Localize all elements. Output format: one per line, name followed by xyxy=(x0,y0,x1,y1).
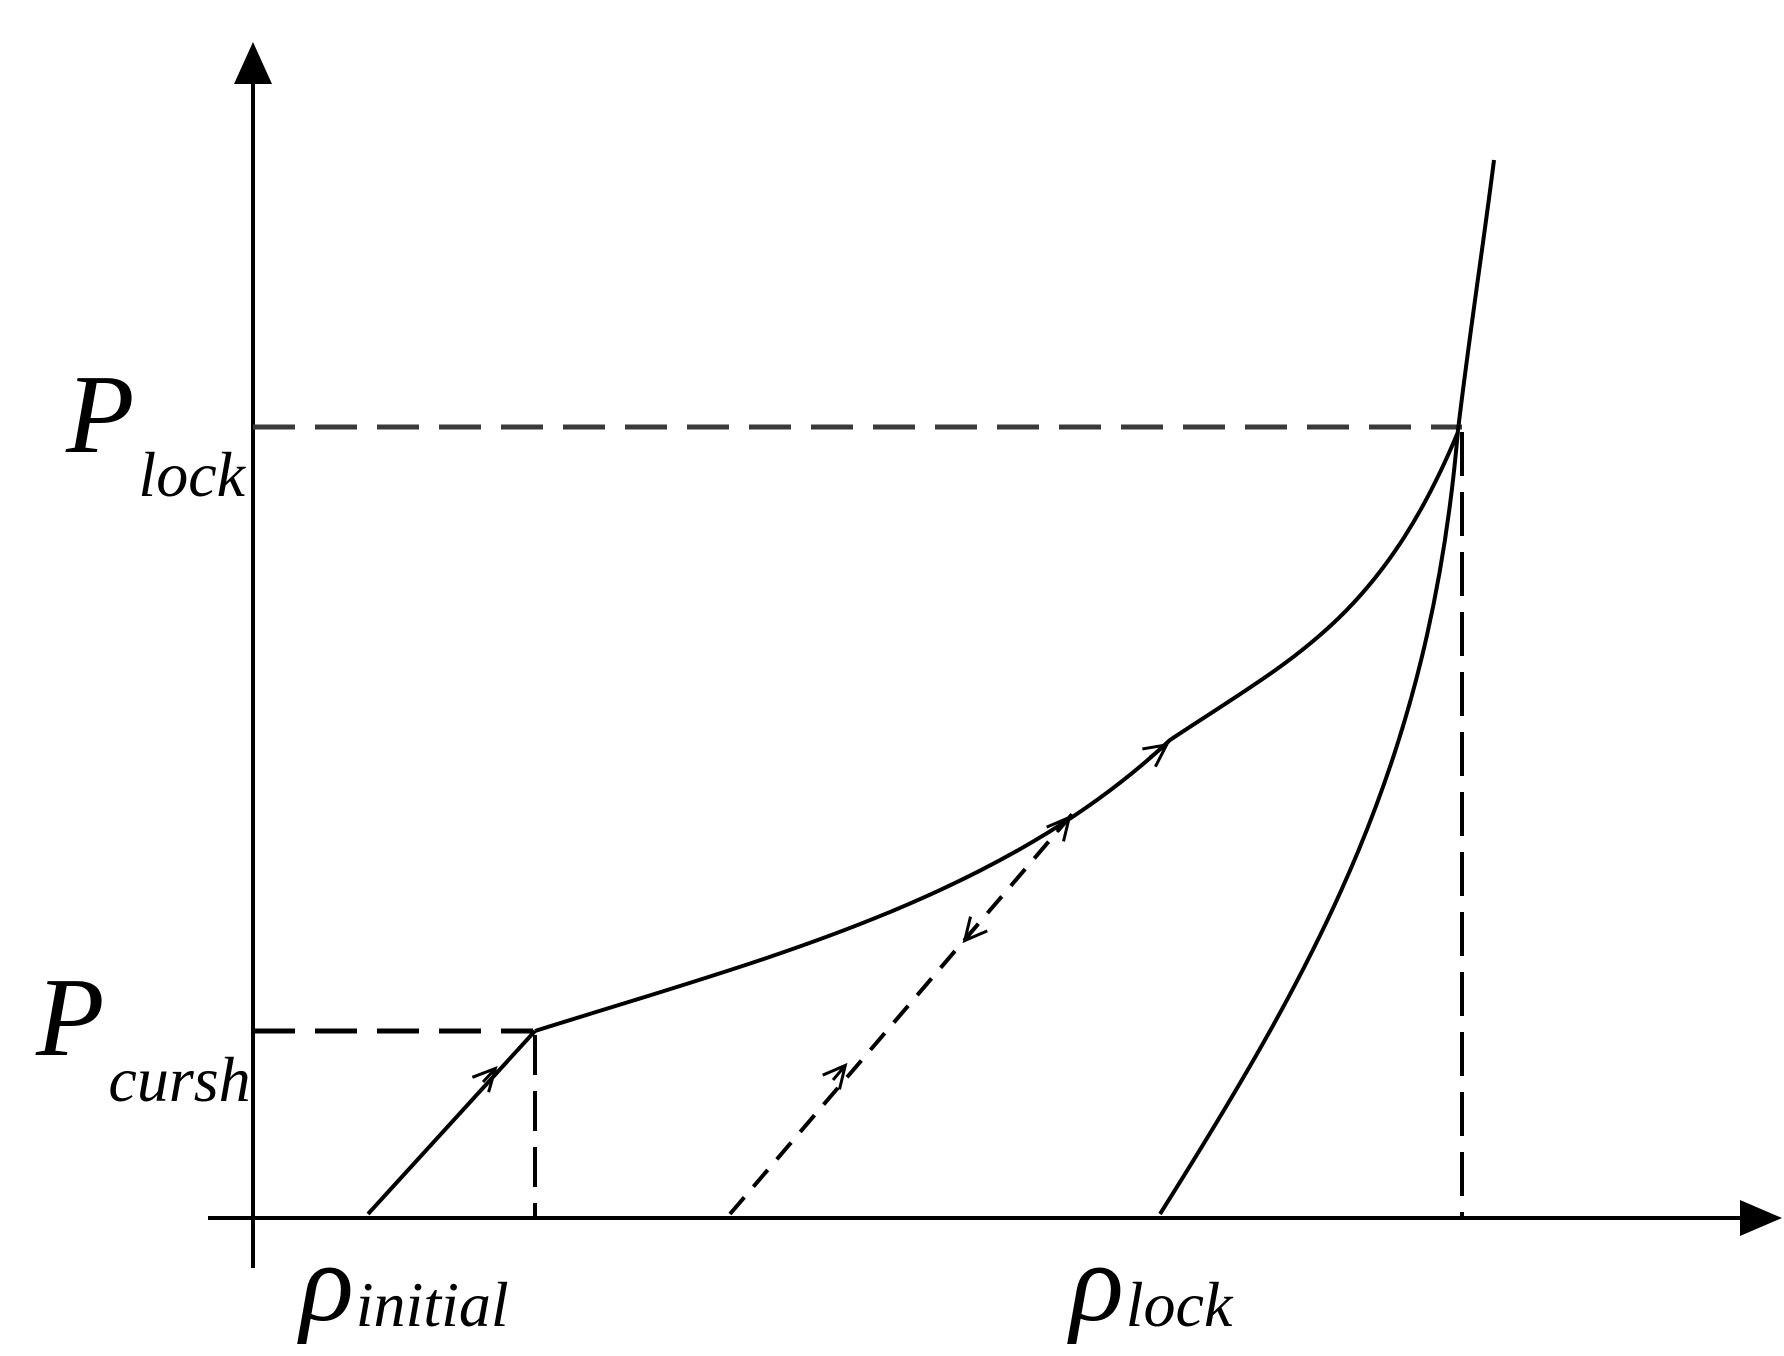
reload-direction-arrow-icon xyxy=(822,1062,848,1090)
loading-direction-arrow-icon xyxy=(471,1066,498,1093)
unload-reload-line xyxy=(728,810,1076,1216)
x-axis-arrowhead-icon xyxy=(1740,1200,1782,1236)
compaction-curve xyxy=(534,431,1460,1033)
y-axis-arrowhead-icon xyxy=(234,42,272,84)
p-crush-label: Pcursh xyxy=(35,956,251,1115)
upper-unload-arrow-icon xyxy=(1046,814,1072,842)
p-lock-label: Plock xyxy=(65,353,247,510)
rho-initial-label: ρinitial xyxy=(297,1221,509,1345)
rho-lock-label: ρlock xyxy=(1067,1221,1234,1345)
elastic-loading-line xyxy=(366,1029,537,1216)
unload-direction-arrow-icon xyxy=(962,916,988,944)
locked-curve xyxy=(1158,159,1496,1216)
compaction-direction-arrow-icon xyxy=(1142,742,1170,768)
